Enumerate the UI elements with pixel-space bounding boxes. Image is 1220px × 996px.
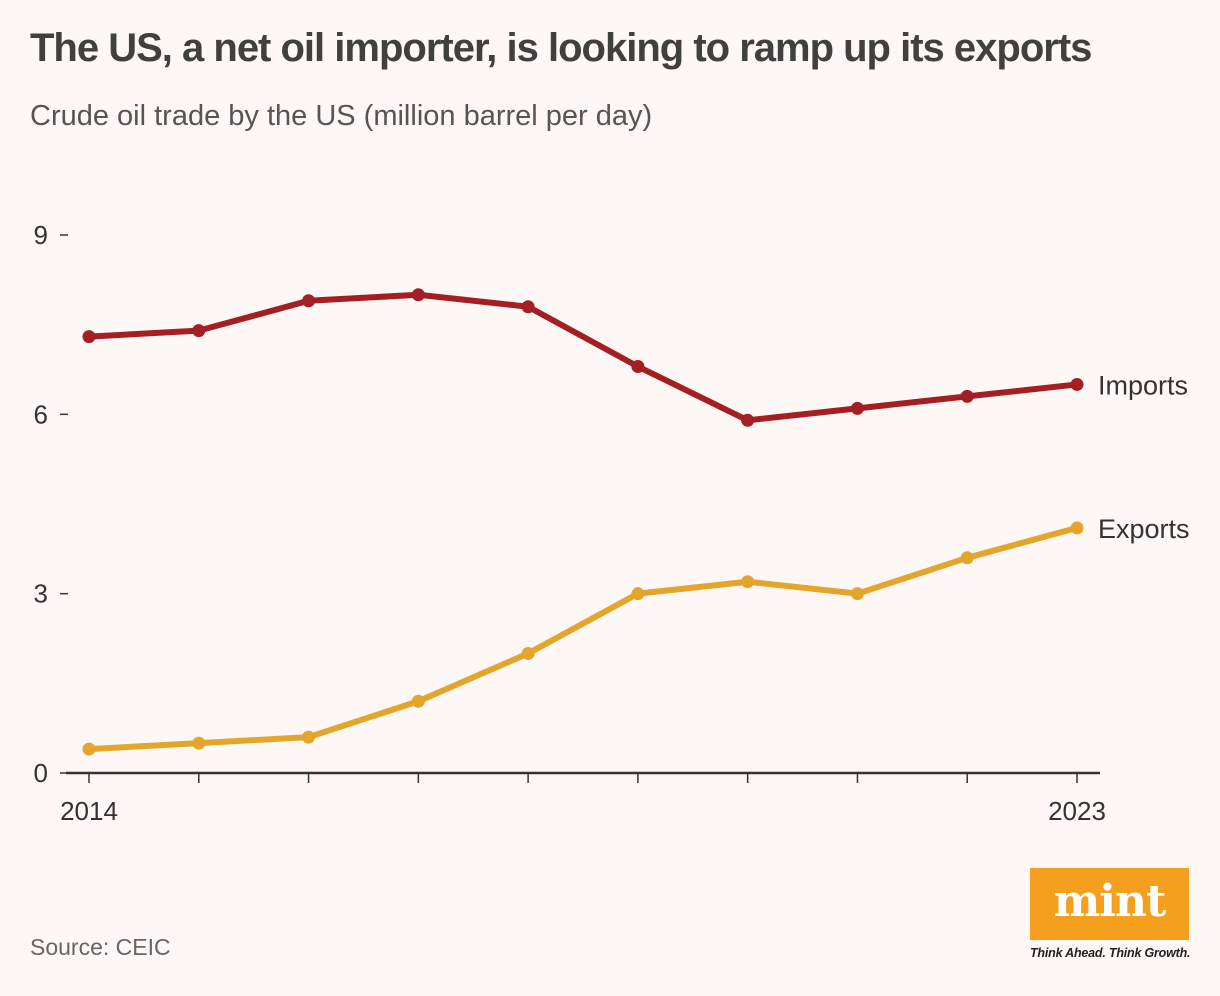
mint-wordmark: mint <box>1053 876 1167 927</box>
exports-point <box>192 736 206 750</box>
imports-point <box>1070 377 1084 391</box>
exports-point <box>631 587 645 601</box>
line-chart: 0 3 6 9 2014 2023 Imports Exports <box>34 220 1190 826</box>
imports-point <box>192 324 206 338</box>
exports-label: Exports <box>1098 514 1190 544</box>
y-tick-label: 0 <box>34 758 48 788</box>
imports-series: Imports <box>82 288 1188 427</box>
exports-point <box>960 551 974 565</box>
exports-point <box>302 730 316 744</box>
chart-subtitle: Crude oil trade by the US (million barre… <box>30 100 653 132</box>
y-tick-label: 6 <box>34 399 48 429</box>
imports-point <box>411 288 425 302</box>
chart-title: The US, a net oil importer, is looking t… <box>30 26 1092 70</box>
y-axis: 0 3 6 9 <box>34 220 68 788</box>
exports-point <box>850 587 864 601</box>
x-tick-label: 2014 <box>60 796 118 826</box>
imports-point <box>302 294 316 308</box>
y-tick-label: 9 <box>34 220 48 250</box>
exports-point <box>741 575 755 589</box>
imports-point <box>521 300 535 314</box>
mint-logo: mint Think Ahead. Think Growth. <box>1030 868 1191 960</box>
mint-logo-box: mint <box>1030 868 1189 940</box>
imports-point <box>850 401 864 415</box>
imports-point <box>741 413 755 427</box>
x-tick-label: 2023 <box>1048 796 1106 826</box>
source-note: Source: CEIC <box>30 934 171 960</box>
y-tick-label: 3 <box>34 579 48 609</box>
imports-point <box>82 330 96 344</box>
series-layer: Imports Exports <box>82 288 1190 756</box>
exports-point <box>1070 521 1084 535</box>
imports-point <box>631 360 645 374</box>
exports-point <box>411 694 425 708</box>
imports-point <box>960 389 974 403</box>
exports-point <box>82 742 96 756</box>
exports-line <box>86 524 1080 753</box>
exports-series: Exports <box>82 514 1190 756</box>
exports-point <box>521 646 535 660</box>
mint-tagline: Think Ahead. Think Growth. <box>1030 946 1191 960</box>
imports-line <box>86 291 1080 424</box>
imports-label: Imports <box>1098 370 1188 400</box>
x-axis: 2014 2023 <box>60 771 1106 826</box>
